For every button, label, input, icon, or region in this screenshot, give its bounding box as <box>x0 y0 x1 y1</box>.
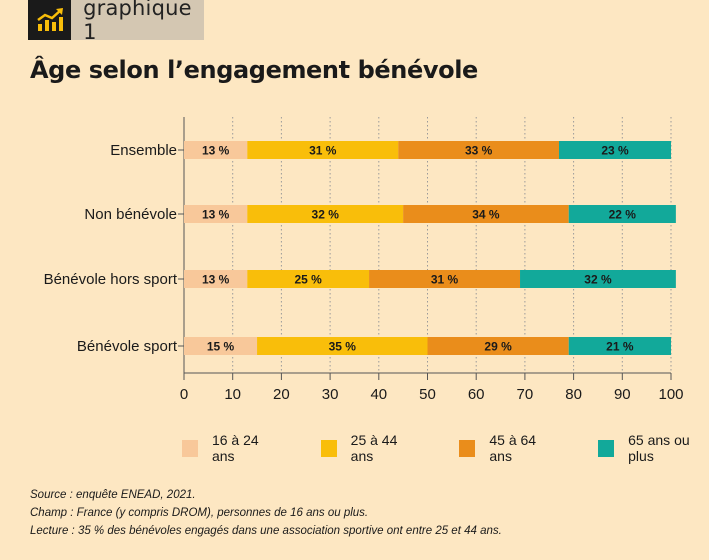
data-label: 15 % <box>207 340 235 354</box>
x-tick-label: 60 <box>468 386 485 403</box>
x-tick-label: 20 <box>273 386 290 403</box>
stacked-bar-chart: 0 10 20 30 40 50 60 70 80 90 100 Ensemble 13 % 31 % 33… <box>44 117 684 403</box>
legend-label: 65 ans ou plus <box>628 432 690 464</box>
legend-item-16-24: 16 à 24 ans <box>182 432 277 464</box>
bar-segment <box>520 270 676 288</box>
legend: 16 à 24 ans 25 à 44 ans 45 à 64 ans 65 a… <box>182 432 709 464</box>
bar-segment <box>568 337 671 355</box>
legend-label: 45 à 64 ans <box>489 432 537 464</box>
data-label: 33 % <box>465 144 493 158</box>
bar-segment <box>247 141 399 159</box>
x-tick-label: 80 <box>565 386 582 403</box>
bar-segment <box>247 270 370 288</box>
legend-item-25-44: 25 à 44 ans <box>320 432 416 464</box>
data-label: 13 % <box>202 144 230 158</box>
x-tick-label: 100 <box>658 386 683 403</box>
bar-segment <box>568 205 676 223</box>
data-label: 23 % <box>601 144 629 158</box>
x-tick-label: 30 <box>322 386 339 403</box>
x-tick-label: 0 <box>180 386 188 403</box>
x-tick-label: 40 <box>370 386 387 403</box>
bar-segment <box>369 270 521 288</box>
bar-segment <box>427 337 569 355</box>
bar-segment <box>184 141 248 159</box>
data-label: 31 % <box>431 273 459 287</box>
bar-segment <box>558 141 671 159</box>
category-label: Ensemble <box>110 142 177 159</box>
lecture-note: Lecture : 35 % des bénévoles engagés dan… <box>30 525 502 537</box>
category-label: Bénévole hors sport <box>44 271 178 288</box>
bar-segment <box>403 205 569 223</box>
data-label: 34 % <box>472 208 500 222</box>
x-tick-label: 10 <box>224 386 241 403</box>
legend-swatch <box>320 439 337 457</box>
data-label: 32 % <box>584 273 612 287</box>
champ-note: Champ : France (y compris DROM), personn… <box>30 507 369 519</box>
data-label: 22 % <box>609 208 637 222</box>
bar-segment <box>257 337 428 355</box>
bar-segment <box>184 270 248 288</box>
x-tick-label: 70 <box>517 386 534 403</box>
source-note: Source : enquête ENEAD, 2021. <box>30 489 196 501</box>
data-label: 29 % <box>484 340 512 354</box>
x-tick-label: 90 <box>614 386 631 403</box>
chart-notes: Source : enquête ENEAD, 2021. Champ : Fr… <box>30 486 502 540</box>
category-label: Non bénévole <box>84 206 177 223</box>
bar-segment <box>247 205 404 223</box>
data-label: 13 % <box>202 208 230 222</box>
legend-swatch <box>182 439 198 457</box>
x-tick-label: 50 <box>419 386 436 403</box>
data-label: 35 % <box>329 340 357 354</box>
bar-segment <box>398 141 559 159</box>
legend-swatch <box>459 439 476 457</box>
bar-segment <box>184 337 258 355</box>
data-label: 13 % <box>202 273 230 287</box>
data-label: 25 % <box>295 273 323 287</box>
data-label: 21 % <box>606 340 634 354</box>
category-label: Bénévole sport <box>77 338 178 355</box>
legend-item-45-64: 45 à 64 ans <box>459 432 554 464</box>
legend-label: 16 à 24 ans <box>211 432 259 464</box>
bar-segment <box>184 205 248 223</box>
badge-label: graphique 1 <box>83 0 192 44</box>
chart-badge: graphique 1 <box>28 0 204 44</box>
chart-growth-icon <box>28 0 72 40</box>
data-label: 31 % <box>309 144 337 158</box>
legend-swatch <box>598 439 615 457</box>
chart-title: Âge selon l’engagement bénévole <box>30 56 478 84</box>
legend-label: 25 à 44 ans <box>350 432 398 464</box>
data-label: 32 % <box>312 208 340 222</box>
legend-item-65-plus: 65 ans ou plus <box>598 432 709 464</box>
